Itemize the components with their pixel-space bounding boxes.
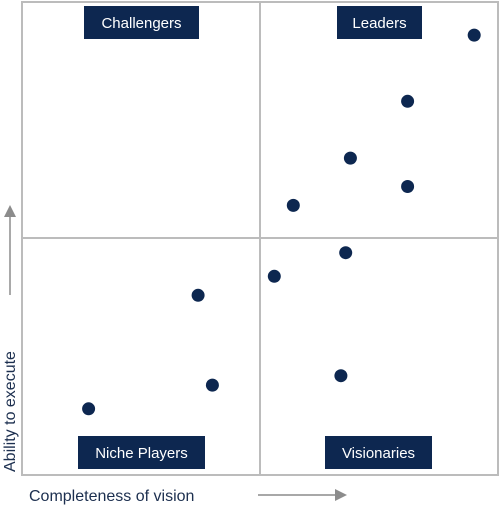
data-point-6 bbox=[339, 246, 353, 260]
niche-players-label-background bbox=[78, 436, 205, 469]
visionaries-label-background bbox=[325, 436, 432, 469]
data-point-4 bbox=[401, 180, 415, 193]
leaders-label-background bbox=[337, 6, 422, 39]
data-point-11 bbox=[82, 402, 96, 416]
data-point-10 bbox=[205, 378, 219, 392]
quadrant-label-challengers: Challengers bbox=[84, 6, 199, 39]
quadrant-label-niche-players: Niche Players bbox=[78, 436, 205, 469]
y-axis-label: Ability to execute bbox=[2, 351, 19, 472]
quadrant-label-leaders: Leaders bbox=[337, 6, 422, 39]
data-point-8 bbox=[191, 288, 205, 302]
data-point-1 bbox=[467, 28, 481, 42]
visionaries-label-text: Visionaries bbox=[342, 445, 415, 462]
x-axis-label: Completeness of vision bbox=[29, 488, 194, 505]
x-axis-arrow bbox=[258, 489, 347, 501]
data-point-2 bbox=[401, 94, 415, 108]
quadrant-label-visionaries: Visionaries bbox=[325, 436, 432, 469]
data-points bbox=[82, 28, 481, 416]
data-point-7 bbox=[267, 269, 281, 283]
niche-players-label-text: Niche Players bbox=[95, 445, 188, 462]
y-axis-arrow bbox=[4, 205, 16, 295]
data-point-3 bbox=[343, 151, 357, 165]
leaders-label-text: Leaders bbox=[352, 15, 406, 32]
data-point-5 bbox=[286, 198, 300, 212]
challengers-label-text: Challengers bbox=[101, 15, 181, 32]
challengers-label-background bbox=[84, 6, 199, 39]
data-point-9 bbox=[334, 369, 348, 383]
